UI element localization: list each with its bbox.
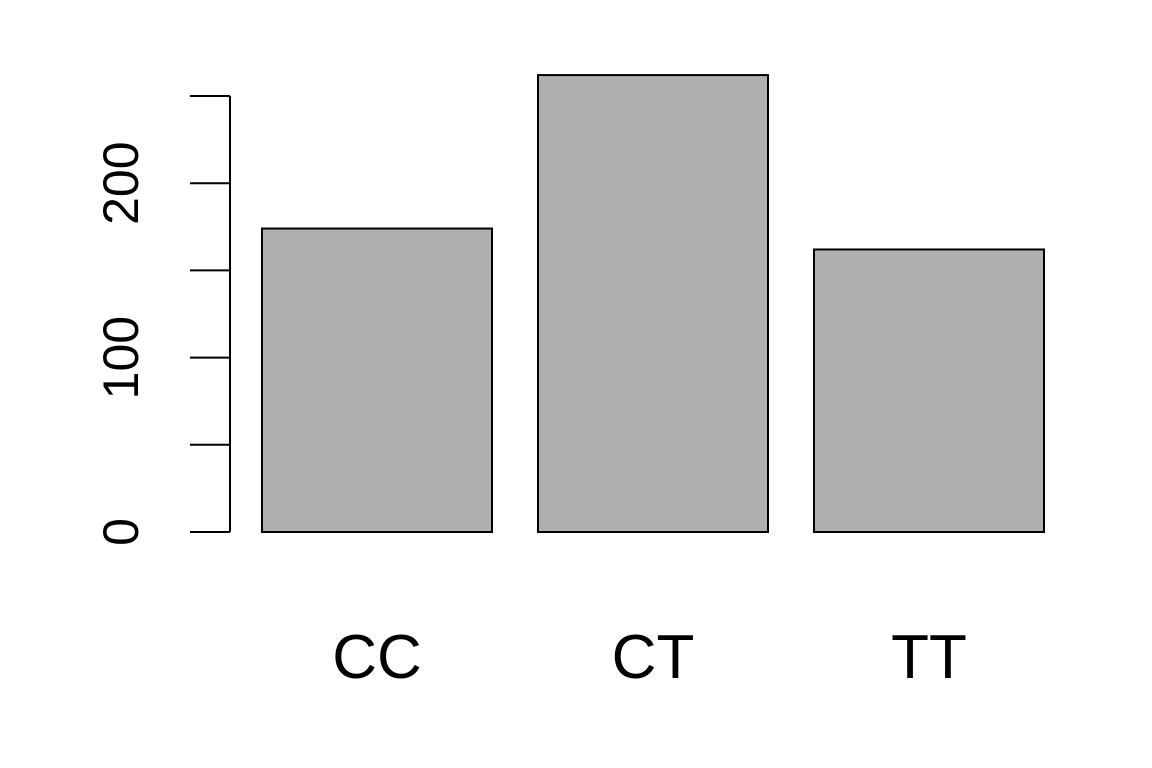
x-label-cc: CC — [332, 623, 422, 692]
bars-group — [261, 74, 1045, 534]
bar-tt — [813, 248, 1045, 534]
y-axis: 0 100 200 — [93, 95, 231, 546]
bar-ct — [537, 74, 769, 534]
x-label-tt: TT — [891, 623, 967, 692]
x-label-ct: CT — [612, 623, 695, 692]
bar-cc — [261, 227, 493, 533]
y-tick-label-100: 100 — [93, 316, 149, 399]
y-tick-label-0: 0 — [93, 518, 149, 546]
x-category-labels: CC CT TT — [332, 623, 967, 692]
y-tick-label-200: 200 — [93, 141, 149, 224]
